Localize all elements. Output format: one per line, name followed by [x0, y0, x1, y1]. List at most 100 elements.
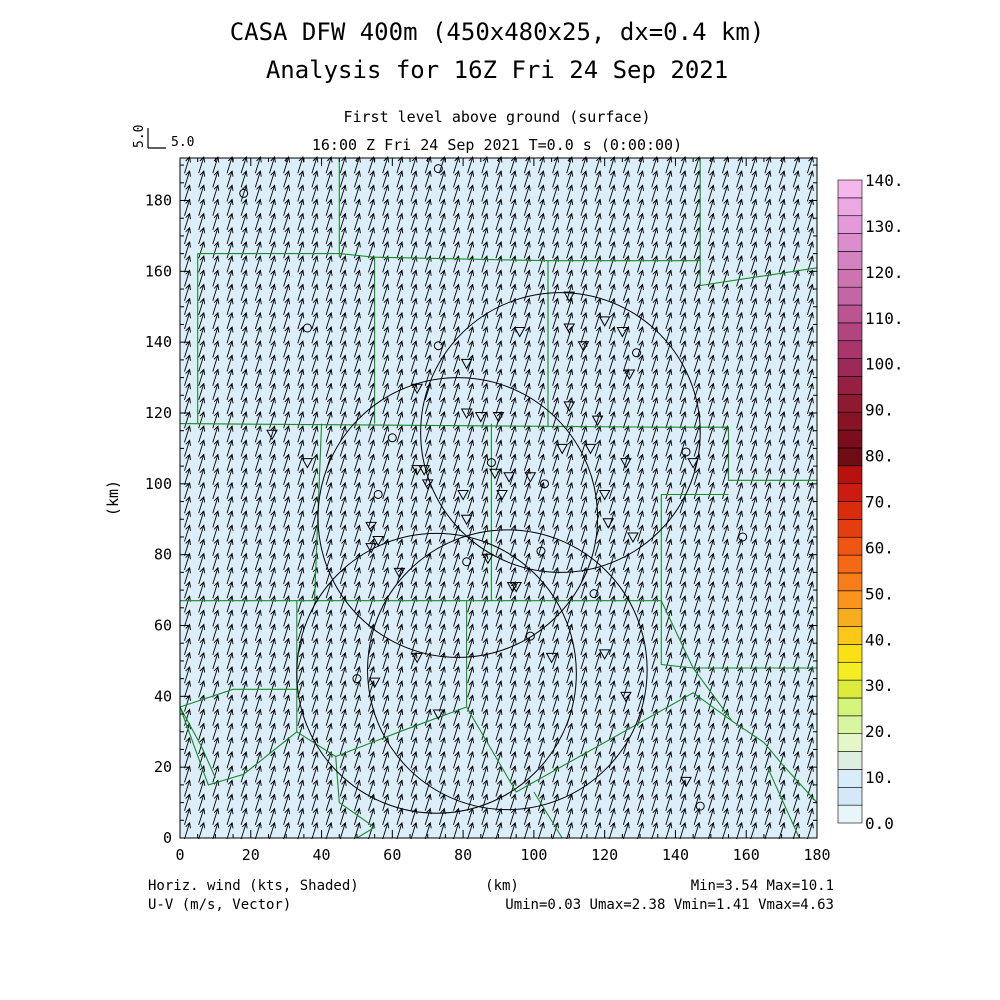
wind-vector-arrow — [806, 609, 814, 627]
wind-vector-arrow — [240, 340, 248, 358]
wind-vector-arrow — [750, 821, 758, 840]
wind-vector-arrow — [297, 170, 305, 188]
wind-vector-arrow — [580, 382, 588, 401]
wind-vector-arrow — [622, 354, 630, 372]
wind-vector-arrow — [240, 326, 248, 344]
wind-vector-arrow — [509, 326, 517, 344]
wind-vector-arrow — [198, 226, 206, 245]
wind-vector-arrow — [453, 722, 460, 741]
wind-vector-arrow — [212, 481, 220, 500]
wind-vector-arrow — [707, 538, 715, 556]
wind-vector-arrow — [693, 467, 701, 486]
footer-field-label: Horiz. wind (kts, Shaded) — [148, 878, 359, 894]
wind-vector-arrow — [198, 581, 206, 599]
wind-vector-arrow — [297, 481, 305, 500]
wind-vector-arrow — [537, 226, 545, 245]
wind-vector-arrow — [297, 595, 305, 613]
wind-vector-arrow — [622, 637, 630, 656]
wind-vector-arrow — [750, 708, 758, 726]
wind-vector-arrow — [537, 283, 545, 301]
wind-vector-arrow — [806, 340, 814, 358]
wind-vector-arrow — [467, 283, 475, 301]
wind-vector-arrow — [226, 340, 234, 358]
wind-vector-arrow — [254, 241, 262, 259]
wind-vector-arrow — [665, 212, 673, 231]
wind-vector-arrow — [792, 311, 800, 330]
wind-vector-arrow — [721, 340, 729, 358]
wind-vector-arrow — [778, 566, 786, 585]
wind-vector-arrow — [764, 552, 772, 571]
wind-vector-arrow — [792, 722, 800, 741]
wind-vector-arrow — [467, 581, 475, 599]
wind-vector-arrow — [693, 765, 701, 783]
wind-vector-arrow — [184, 481, 191, 500]
wind-vector-arrow — [651, 793, 659, 811]
wind-vector-arrow — [750, 736, 758, 755]
wind-vector-arrow — [637, 241, 644, 259]
wind-vector-arrow — [254, 566, 262, 585]
wind-vector-arrow — [736, 623, 744, 641]
wind-vector-arrow — [637, 765, 644, 783]
wind-vector-arrow — [254, 425, 262, 443]
wind-vector-arrow — [311, 496, 319, 514]
wind-vector-arrow — [665, 382, 673, 401]
wind-vector-arrow — [339, 651, 347, 670]
wind-vector-arrow — [297, 807, 305, 826]
wind-vector-arrow — [325, 241, 333, 259]
wind-vector-arrow — [240, 637, 248, 656]
wind-vector-arrow — [509, 368, 517, 386]
wind-vector-arrow — [325, 481, 333, 500]
colorbar-segment — [837, 786, 863, 806]
wind-vector-arrow — [665, 453, 673, 471]
wind-vector-arrow — [254, 326, 262, 344]
wind-vector-arrow — [622, 283, 630, 301]
wind-vector-arrow — [283, 368, 291, 386]
wind-vector-arrow — [184, 184, 191, 202]
wind-vector-arrow — [382, 609, 390, 627]
wind-vector-arrow — [481, 382, 489, 401]
wind-vector-arrow — [269, 566, 276, 585]
radar-range-ring — [317, 377, 599, 658]
wind-vector-arrow — [736, 651, 744, 670]
wind-vector-arrow — [198, 255, 206, 273]
wind-vector-arrow — [707, 368, 715, 386]
figure-title-line2: Analysis for 16Z Fri 24 Sep 2021 — [266, 56, 728, 84]
wind-vector-arrow — [552, 694, 560, 712]
wind-vector-arrow — [665, 467, 673, 486]
wind-vector-arrow — [552, 269, 560, 287]
wind-vector-arrow — [792, 453, 800, 471]
wind-vector-arrow — [297, 736, 305, 755]
wind-vector-arrow — [240, 524, 248, 542]
wind-vector-arrow — [311, 269, 319, 287]
wind-vector-arrow — [269, 481, 276, 500]
wind-vector-arrow — [311, 779, 319, 797]
wind-vector-arrow — [410, 736, 418, 755]
wind-vector-arrow — [396, 198, 404, 216]
wind-vector-arrow — [353, 467, 361, 486]
wind-vector-arrow — [283, 566, 291, 585]
wind-vector-arrow — [707, 326, 715, 344]
wind-vector-arrow — [467, 156, 475, 174]
wind-vector-arrow — [481, 722, 489, 741]
wind-vector-arrow — [297, 524, 305, 542]
wind-vector-arrow — [240, 467, 248, 486]
wind-vector-arrow — [622, 255, 630, 273]
wind-vector-arrow — [198, 368, 206, 386]
wind-vector-arrow — [552, 566, 560, 585]
wind-vector-arrow — [637, 382, 644, 401]
wind-vector-arrow — [410, 311, 418, 330]
wind-vector-arrow — [778, 453, 786, 471]
wind-vector-arrow — [523, 708, 531, 726]
wind-vector-arrow — [665, 552, 673, 571]
wind-vector-arrow — [509, 453, 517, 471]
wind-vector-arrow — [339, 722, 347, 741]
wind-vector-arrow — [594, 354, 602, 372]
wind-vector-arrow — [679, 297, 687, 316]
wind-vector-arrow — [764, 680, 772, 698]
wind-vector-arrow — [212, 453, 220, 471]
wind-vector-arrow — [806, 411, 814, 429]
wind-vector-arrow — [608, 226, 616, 245]
wind-vector-arrow — [339, 326, 347, 344]
wind-vector-arrow — [453, 396, 460, 415]
